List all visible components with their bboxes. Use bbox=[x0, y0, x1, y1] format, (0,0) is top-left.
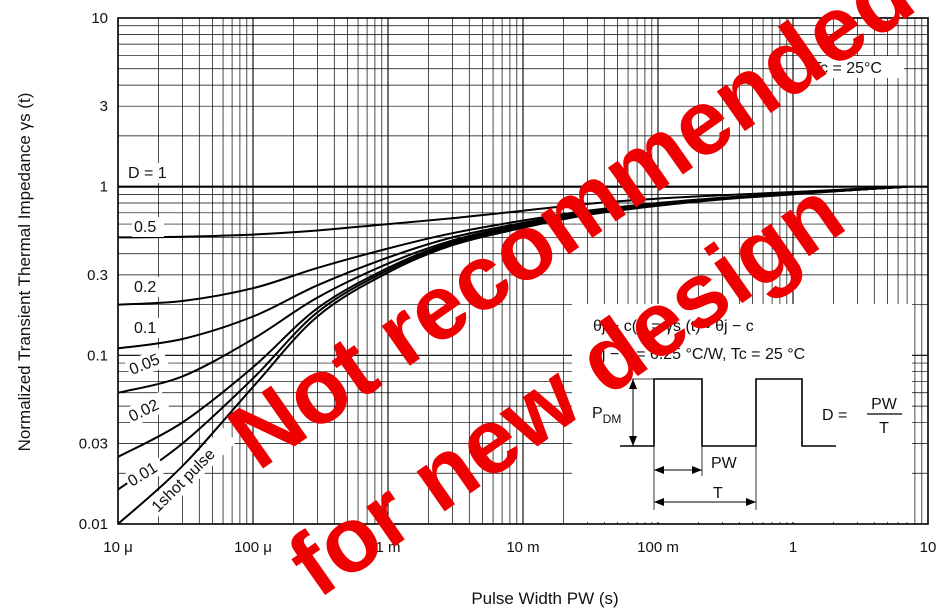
pdm-label: PDM bbox=[592, 405, 621, 426]
x-axis-title: Pulse Width PW (s) bbox=[471, 589, 618, 608]
curve-label-0: D = 1 bbox=[128, 165, 167, 182]
period-arrow-head-right bbox=[746, 498, 756, 506]
y-tick-label-2: 0.1 bbox=[87, 347, 108, 364]
pdm-subscript: DM bbox=[603, 412, 622, 426]
curve-label-bg bbox=[132, 277, 164, 297]
duty-cycle-denominator: T bbox=[879, 420, 889, 437]
pdm-arrow-head-down bbox=[629, 436, 637, 446]
curve-label-2: 0.2 bbox=[134, 279, 156, 296]
curve-label-group-5: 0.02 bbox=[123, 390, 171, 428]
curve-label-bg bbox=[132, 217, 164, 237]
y-tick-label-1: 0.03 bbox=[79, 436, 108, 453]
duty-cycle-numerator: PW bbox=[871, 396, 898, 413]
curve-label-3: 0.1 bbox=[134, 320, 156, 337]
curve-label-group-3: 0.1 bbox=[132, 318, 164, 338]
y-tick-label-4: 1 bbox=[100, 179, 108, 196]
pulse-train-diagram bbox=[620, 378, 902, 510]
inset-legend-box bbox=[572, 304, 912, 522]
curve-label-group-1: 0.5 bbox=[132, 217, 164, 237]
y-tick-label-0: 0.01 bbox=[79, 516, 108, 533]
y-tick-label-5: 3 bbox=[100, 98, 108, 115]
x-tick-label-3: 10 m bbox=[506, 539, 539, 556]
y-tick-label-3: 0.3 bbox=[87, 267, 108, 284]
tc-label: Tc = 25°C bbox=[812, 60, 882, 77]
pulse-width-label: PW bbox=[711, 455, 738, 472]
pw-arrow-head-right bbox=[692, 466, 702, 474]
x-tick-label-4: 100 m bbox=[637, 539, 679, 556]
curve-label-bg bbox=[132, 318, 164, 338]
period-label: T bbox=[713, 485, 723, 502]
duty-cycle-lhs: D = bbox=[822, 407, 847, 424]
formula-line-2: θj − c = 6.25 °C/W, Tc = 25 °C bbox=[593, 346, 805, 363]
curve-label-group-0: D = 1 bbox=[126, 163, 178, 183]
curve-label-group-4: 0.05 bbox=[124, 346, 170, 381]
pdm-arrow-head-up bbox=[629, 379, 637, 389]
plot-frame bbox=[117, 17, 929, 525]
period-arrow-head-left bbox=[654, 498, 664, 506]
pw-arrow-head-left bbox=[654, 466, 664, 474]
curve-label-bg bbox=[123, 390, 171, 428]
curve-label-bg bbox=[124, 346, 170, 381]
x-tick-label-0: 10 μ bbox=[103, 539, 133, 556]
pulse-waveform bbox=[620, 378, 836, 447]
pdm-main: P bbox=[592, 405, 603, 422]
curve-label-group-2: 0.2 bbox=[132, 277, 164, 297]
curve-label-7: 1shot pulse bbox=[149, 446, 219, 516]
x-tick-label-1: 100 μ bbox=[234, 539, 272, 556]
tc-label-background bbox=[806, 56, 904, 78]
x-tick-label-5: 1 bbox=[789, 539, 797, 556]
y-axis-title: Normalized Transient Thermal Impedance γ… bbox=[15, 93, 34, 452]
curve-label-1: 0.5 bbox=[134, 219, 156, 236]
curve-label-bg bbox=[122, 454, 167, 493]
series-line-1 bbox=[117, 185, 908, 239]
curve-label-bg bbox=[145, 427, 237, 518]
curve-label-bg bbox=[126, 163, 178, 183]
x-tick-label-6: 10 bbox=[920, 539, 937, 556]
series-curves bbox=[117, 185, 928, 525]
y-tick-label-6: 10 bbox=[91, 10, 108, 27]
series-line-7 bbox=[117, 185, 908, 525]
tick-labels: 10 μ 100 μ 1 m 10 m 100 m 1 10 0.01 0.03 0.1 0.3 1 3… bbox=[79, 10, 937, 556]
formula-line-1: θj − c(t) = γs (t) • θj − c bbox=[593, 318, 754, 335]
x-tick-label-2: 1 m bbox=[375, 539, 400, 556]
